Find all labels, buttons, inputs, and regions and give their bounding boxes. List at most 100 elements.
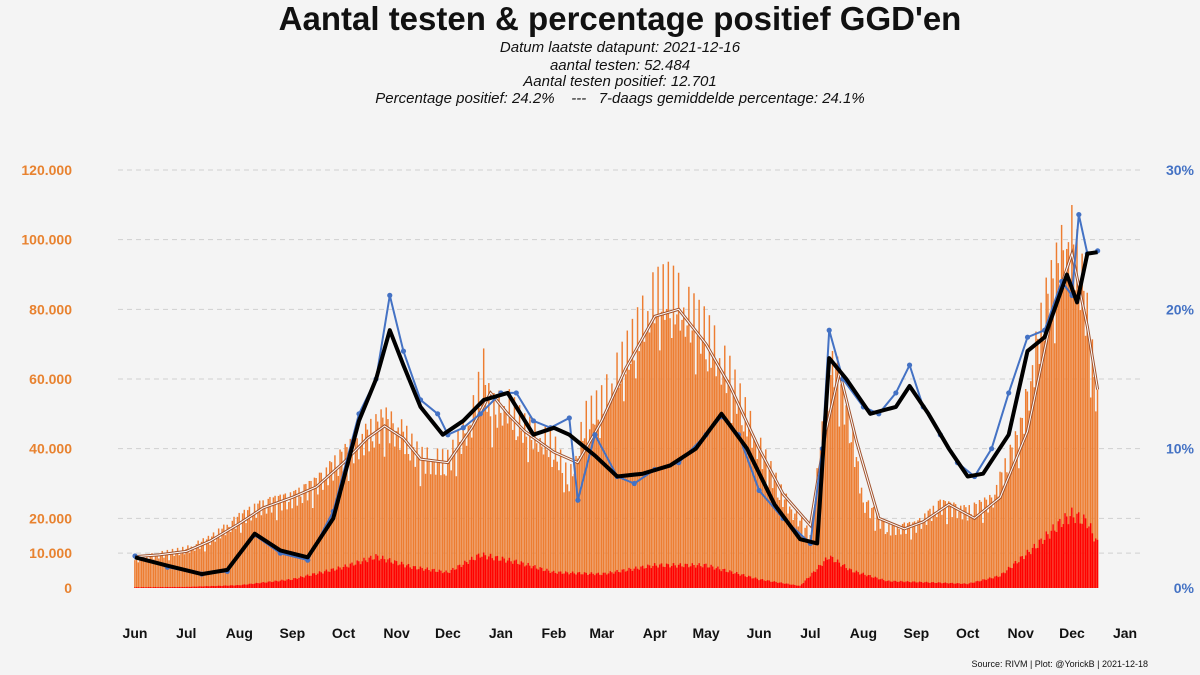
positive-bar (176, 587, 179, 588)
positive-bar (1091, 533, 1094, 588)
positive-bar (375, 554, 377, 588)
positive-bar (214, 586, 216, 588)
positive-bar (330, 568, 333, 588)
positive-bar (573, 573, 576, 588)
positive-bar (436, 571, 439, 588)
tests-bar (363, 455, 365, 588)
tests-bar (486, 411, 488, 588)
tests-bar (860, 487, 863, 588)
tests-bar (761, 469, 764, 588)
pct-daily-point (1076, 211, 1082, 218)
positive-bar (482, 552, 485, 588)
positive-bar (814, 572, 817, 588)
positive-bar (168, 587, 170, 588)
tests-bar (1048, 326, 1051, 588)
tests-bar (732, 390, 735, 588)
positive-bar (602, 572, 605, 588)
x-tick-13: Jul (800, 625, 820, 641)
tests-bar (298, 487, 300, 588)
tests-bar (481, 399, 483, 588)
tests-bar (647, 311, 649, 588)
tests-bar (1019, 417, 1022, 588)
tests-bar (852, 428, 854, 588)
tests-bar (421, 446, 423, 588)
tests-bar (248, 506, 251, 588)
tests-bar (614, 393, 617, 588)
positive-bar (961, 583, 964, 588)
tests-bar (855, 457, 858, 588)
tests-bar (587, 444, 589, 588)
positive-bar (763, 580, 765, 588)
positive-bar (1018, 562, 1020, 588)
positive-bar (1081, 523, 1083, 588)
tests-bar (1079, 310, 1082, 588)
positive-bar (592, 573, 594, 588)
tests-bar (135, 556, 138, 588)
positive-bar (811, 572, 813, 588)
tests-bar (334, 455, 336, 588)
positive-bar (647, 564, 649, 588)
subtitle-line-2: aantal testen: 52.484 (550, 57, 690, 74)
tests-bar (1062, 250, 1065, 589)
positive-bar (626, 570, 629, 588)
positive-bar (452, 567, 454, 588)
tests-bar (804, 527, 806, 588)
positive-bar (982, 579, 984, 588)
tests-bar (494, 414, 497, 588)
positive-bar (777, 582, 779, 588)
positive-bar (144, 587, 146, 588)
tests-bar (960, 505, 962, 588)
positive-bar (833, 562, 835, 588)
positive-bar (409, 567, 411, 588)
tests-bar (1043, 340, 1046, 588)
positive-bar (1088, 526, 1090, 588)
tests-bar (151, 553, 153, 588)
positive-bar (724, 568, 726, 588)
positive-bar (795, 585, 798, 588)
tests-bar (411, 433, 413, 588)
positive-bar (503, 558, 505, 588)
tests-bar (512, 429, 514, 588)
positive-bar (881, 578, 883, 588)
positive-bar (462, 564, 464, 588)
tests-bar (474, 408, 476, 588)
positive-bar (291, 579, 293, 588)
tests-bar (990, 497, 993, 588)
positive-bar (956, 583, 959, 588)
tests-bar (1066, 248, 1068, 588)
positive-bar (966, 584, 969, 588)
positive-bar (941, 583, 943, 588)
tests-bar (575, 455, 577, 588)
pct-daily-point (1024, 334, 1031, 340)
tests-bar (149, 556, 151, 588)
positive-bar (178, 586, 181, 588)
positive-bar (606, 574, 608, 588)
tests-bar (963, 505, 965, 588)
tests-bar (802, 539, 805, 588)
tests-bar (209, 544, 211, 588)
tests-bar (691, 330, 694, 588)
positive-bar (1026, 549, 1029, 588)
positive-bar (171, 587, 174, 588)
positive-bar (1048, 538, 1051, 588)
positive-bar (342, 566, 345, 588)
positive-bar (770, 581, 772, 588)
tests-bar (565, 462, 567, 588)
positive-bar (371, 559, 374, 588)
positive-bar (571, 571, 574, 588)
positive-bar (903, 582, 906, 588)
tests-bar (441, 449, 444, 588)
tests-bar (703, 306, 705, 588)
tests-bar (951, 517, 953, 588)
tests-bar (159, 554, 162, 588)
y-left-tick-6: 100.000 (21, 232, 72, 248)
tests-bar (265, 513, 268, 588)
tests-bar (1059, 298, 1061, 588)
tests-bar (236, 516, 239, 588)
positive-bar (1086, 528, 1088, 588)
tests-bar (253, 503, 256, 588)
positive-bar (1013, 563, 1015, 588)
y-left-tick-2: 20.000 (29, 510, 72, 526)
positive-bar (782, 583, 784, 588)
positive-bar (294, 578, 297, 588)
